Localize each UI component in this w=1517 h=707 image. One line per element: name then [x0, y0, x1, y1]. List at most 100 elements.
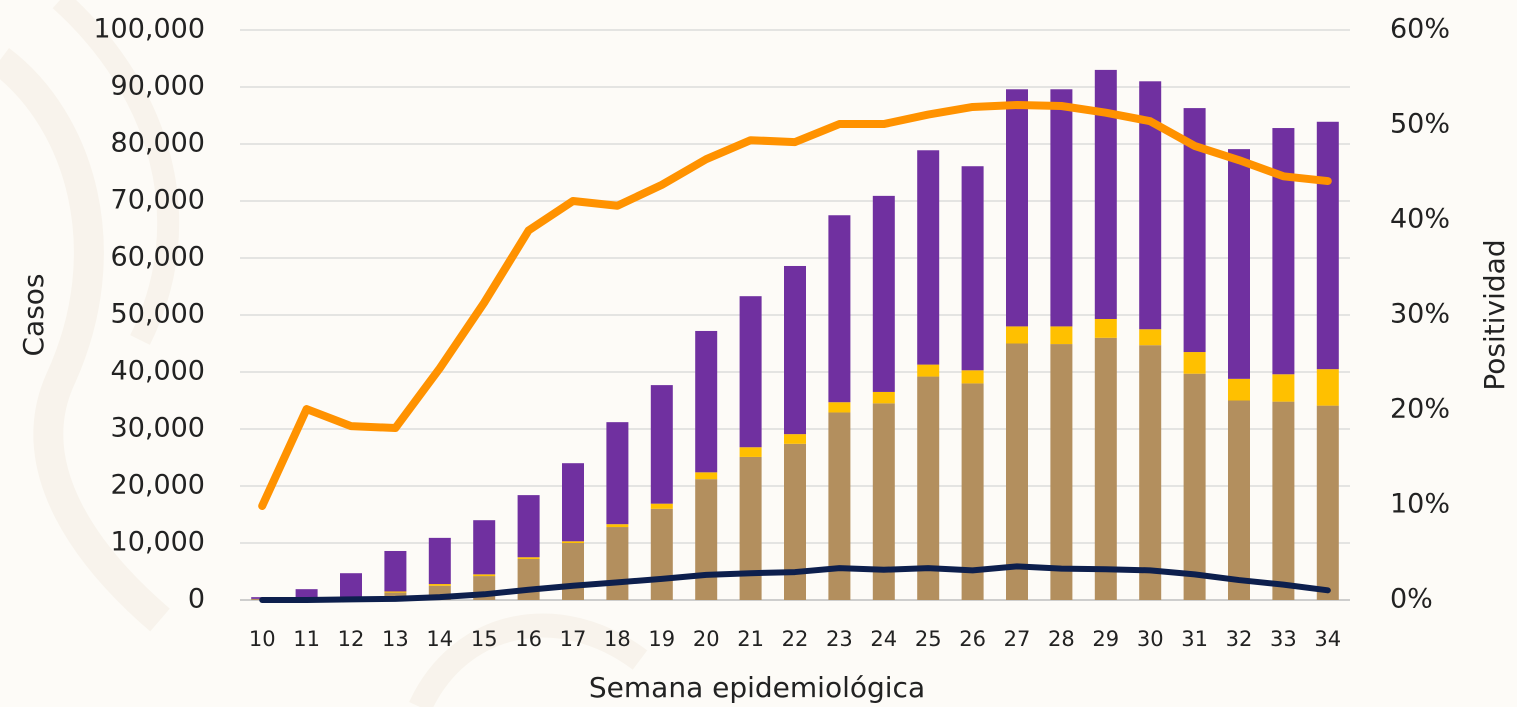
bar-segment [872, 195, 895, 392]
bar-segment [606, 524, 629, 528]
y2-tick-label: 40% [1390, 204, 1450, 235]
bar-segment [606, 527, 629, 600]
y2-tick-label: 20% [1390, 394, 1450, 425]
bar-segment [784, 443, 806, 600]
bar-segment [828, 215, 851, 403]
y-axis-title: Casos [17, 273, 50, 356]
y-tick-label: 90,000 [111, 71, 205, 102]
y2-tick-label: 50% [1390, 109, 1450, 140]
x-tick-label: 33 [1270, 627, 1297, 651]
bar-segment [384, 591, 407, 593]
bar-segment [1316, 369, 1339, 406]
bar-segment [517, 558, 540, 600]
bar-segment [739, 456, 762, 600]
bar-segment [917, 364, 940, 377]
bar-segment [828, 412, 851, 600]
bar-segment [562, 463, 584, 542]
bar-segment [650, 503, 673, 509]
x-tick-label: 25 [915, 627, 942, 651]
y2-tick-label: 30% [1390, 299, 1450, 330]
bar-segment [828, 402, 851, 413]
y-tick-label: 0 [188, 584, 205, 615]
bar-segment [340, 573, 362, 597]
bar-segment [1316, 121, 1339, 370]
bar-segment [1094, 69, 1117, 319]
line [259, 563, 1331, 603]
y-tick-label: 80,000 [111, 128, 205, 159]
x-tick-label: 31 [1181, 627, 1208, 651]
bar-segment [1183, 108, 1206, 353]
bar-segment [1228, 378, 1250, 401]
y2-tick-label: 10% [1390, 489, 1450, 520]
bar-segment [739, 296, 762, 448]
bar-segment [739, 447, 762, 457]
bar-segment [1272, 374, 1295, 402]
y-tick-label: 50,000 [111, 299, 205, 330]
line [258, 101, 1332, 510]
x-tick-label: 17 [560, 627, 587, 651]
x-tick-label: 20 [693, 627, 720, 651]
bar-segment [606, 422, 629, 525]
bar-segment [917, 150, 940, 365]
bar-segment [1183, 373, 1206, 600]
y2-axis-title: Positividad [1478, 239, 1511, 390]
x-tick-label: 16 [515, 627, 542, 651]
bar-segment [1139, 329, 1162, 346]
bar-segment [428, 537, 451, 585]
bar-segment [1050, 89, 1073, 327]
bar-segment [961, 370, 984, 384]
bar-segment [961, 166, 984, 371]
bar-segment [295, 589, 318, 599]
bar-segment [917, 376, 940, 600]
bar-segment [1094, 318, 1117, 338]
y2-tick-label: 0% [1390, 584, 1433, 615]
bar-segment [1228, 400, 1250, 600]
x-tick-label: 12 [338, 627, 365, 651]
x-tick-label: 13 [382, 627, 409, 651]
x-tick-label: 28 [1048, 627, 1075, 651]
y-tick-label: 20,000 [111, 470, 205, 501]
bar-segment [1183, 352, 1206, 374]
x-tick-label: 19 [648, 627, 675, 651]
y-tick-label: 40,000 [111, 356, 205, 387]
bar-segment [650, 508, 673, 600]
bar-segment [1006, 326, 1028, 344]
bar-segment [695, 472, 718, 480]
x-tick-label: 14 [426, 627, 453, 651]
y-tick-label: 70,000 [111, 185, 205, 216]
bar-segment [517, 557, 540, 559]
x-tick-label: 15 [471, 627, 498, 651]
x-tick-label: 30 [1137, 627, 1164, 651]
x-tick-label: 21 [737, 627, 764, 651]
bar-segment [562, 543, 584, 600]
x-tick-label: 32 [1226, 627, 1253, 651]
x-tick-label: 11 [293, 627, 320, 651]
background-pattern [0, 0, 648, 707]
bar-segment [562, 541, 584, 543]
bar-segment [961, 383, 984, 600]
y-tick-label: 30,000 [111, 413, 205, 444]
y-tick-label: 60,000 [111, 242, 205, 273]
x-axis-title: Semana epidemiológica [589, 671, 925, 704]
bar-segment [695, 479, 718, 600]
x-tick-label: 10 [249, 627, 276, 651]
bar-segment [695, 330, 718, 473]
bar-segment [473, 574, 496, 577]
x-tick-label: 23 [826, 627, 853, 651]
x-tick-label: 26 [959, 627, 986, 651]
bar-segment [473, 520, 496, 575]
bar-segment [872, 403, 895, 600]
bar-segment [384, 550, 407, 592]
bar-segment [1094, 337, 1117, 600]
x-tick-label: 27 [1004, 627, 1031, 651]
y2-tick-label: 60% [1390, 14, 1450, 45]
bar-segment [872, 391, 895, 404]
bar-segment [1272, 128, 1295, 375]
bar-segment [650, 385, 673, 504]
bar-segment [1316, 405, 1339, 600]
bar-segment [428, 584, 451, 586]
bar-segment [1050, 326, 1073, 345]
x-tick-label: 29 [1092, 627, 1119, 651]
bar-segment [1006, 89, 1028, 327]
